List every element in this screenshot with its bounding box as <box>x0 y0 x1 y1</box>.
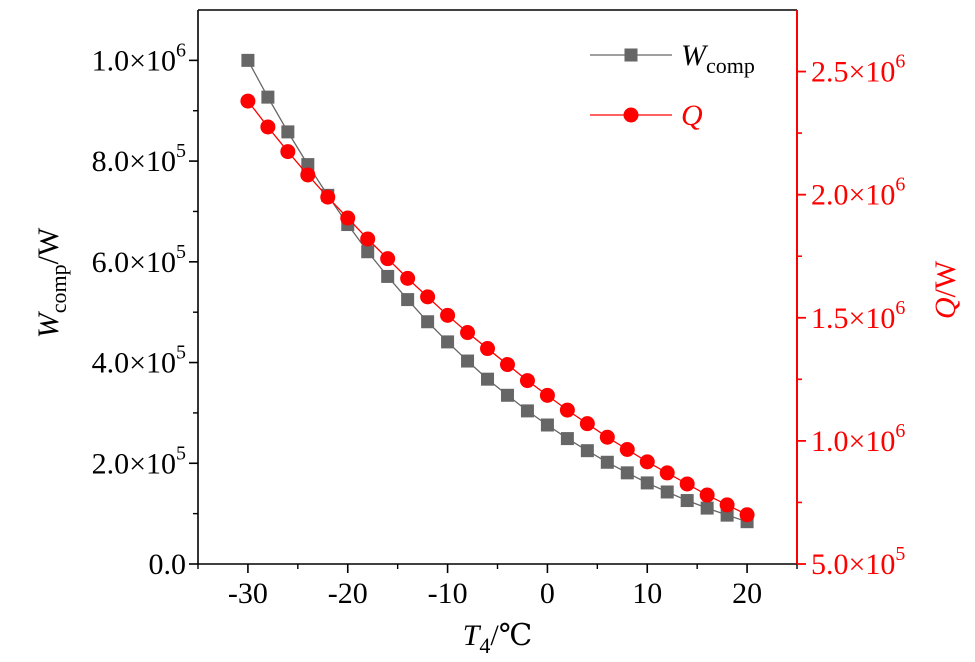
data-point-q <box>480 341 496 357</box>
x-axis: -30 -20 -10 0 10 20 <box>197 564 798 610</box>
x-tick-label: -20 <box>328 577 368 610</box>
data-point-w-comp <box>441 335 455 349</box>
x-tick-label: 10 <box>632 577 662 610</box>
data-point-q <box>440 307 456 323</box>
y-axis-right: 5.0×105 1.0×106 1.5×106 2.0×106 2.5×106 <box>797 51 905 581</box>
data-point-w-comp <box>281 125 295 139</box>
data-point-q <box>639 454 655 470</box>
x-axis-title: T4/℃ <box>463 619 533 658</box>
data-point-q <box>719 497 735 513</box>
legend-label: Q <box>681 99 703 132</box>
x-tick-label: 0 <box>540 577 555 610</box>
data-point-q <box>679 476 695 492</box>
data-point-q <box>300 167 316 183</box>
data-point-w-comp <box>660 485 674 499</box>
data-point-w-comp <box>520 404 534 418</box>
data-point-q <box>499 357 515 373</box>
legend-marker-square <box>624 48 638 62</box>
axis-titles: T4/℃ Wcomp/W Q/W <box>32 227 962 658</box>
data-point-q <box>699 487 715 503</box>
data-point-w-comp <box>700 501 714 515</box>
y-left-tick-label: 6.0×105 <box>92 241 186 279</box>
data-point-w-comp <box>401 293 415 307</box>
data-point-w-comp <box>301 158 315 172</box>
data-point-q <box>400 270 416 286</box>
y-left-tick-label: 4.0×105 <box>92 342 186 380</box>
data-point-q <box>559 402 575 418</box>
x-tick-label: -30 <box>228 577 268 610</box>
data-point-q <box>739 507 755 523</box>
data-point-q <box>240 93 256 109</box>
y-right-tick-label: 2.0×106 <box>811 174 905 212</box>
data-point-q <box>340 210 356 226</box>
data-point-w-comp <box>481 372 495 386</box>
data-point-w-comp <box>720 508 734 522</box>
legend-label: Wcomp <box>681 39 755 78</box>
legend: Wcomp Q <box>590 39 755 132</box>
series-line-q <box>247 100 748 516</box>
data-point-q <box>659 465 675 481</box>
y-left-tick-label: 2.0×105 <box>92 442 186 480</box>
data-point-w-comp <box>461 354 475 368</box>
data-point-q <box>460 325 476 341</box>
data-point-w-comp <box>680 494 694 508</box>
y-right-tick-label: 1.5×106 <box>811 297 905 335</box>
data-point-w-comp <box>540 418 554 432</box>
plot-frame <box>197 9 798 565</box>
data-point-q <box>360 231 376 247</box>
legend-marker-circle <box>623 107 639 123</box>
x-tick-label: -10 <box>428 577 468 610</box>
data-point-w-comp <box>500 388 514 402</box>
data-point-q <box>539 387 555 403</box>
data-point-w-comp <box>620 466 634 480</box>
y-left-tick-label: 8.0×105 <box>92 140 186 178</box>
y-right-tick-label: 5.0×105 <box>811 543 905 581</box>
data-point-q <box>420 289 436 305</box>
y-left-axis-title: Wcomp/W <box>32 227 71 338</box>
data-point-q <box>519 373 535 389</box>
y-right-tick-label: 1.0×106 <box>811 420 905 458</box>
data-point-q <box>380 251 396 267</box>
data-point-w-comp <box>560 432 574 446</box>
data-point-w-comp <box>640 476 654 490</box>
data-point-q <box>280 144 296 160</box>
data-point-w-comp <box>381 269 395 283</box>
y-axis-left: 0.0 2.0×105 4.0×105 6.0×105 8.0×105 1.0×106 <box>92 39 198 581</box>
data-point-q <box>599 429 615 445</box>
data-point-q <box>260 119 276 135</box>
data-point-w-comp <box>261 90 275 104</box>
y-left-tick-label: 0.0 <box>149 548 187 581</box>
data-point-w-comp <box>241 53 255 67</box>
data-point-q <box>619 442 635 458</box>
data-point-w-comp <box>421 315 435 329</box>
data-point-w-comp <box>361 245 375 259</box>
series-layer <box>240 53 755 529</box>
x-tick-label: 20 <box>732 577 762 610</box>
y-left-tick-label: 1.0×106 <box>92 39 186 77</box>
data-point-q <box>320 189 336 205</box>
data-point-q <box>579 416 595 432</box>
data-point-w-comp <box>600 455 614 469</box>
y-right-tick-label: 2.5×106 <box>811 51 905 89</box>
y-right-axis-title: Q/W <box>929 260 962 319</box>
series-line-w-comp <box>247 60 748 523</box>
data-point-w-comp <box>580 444 594 458</box>
